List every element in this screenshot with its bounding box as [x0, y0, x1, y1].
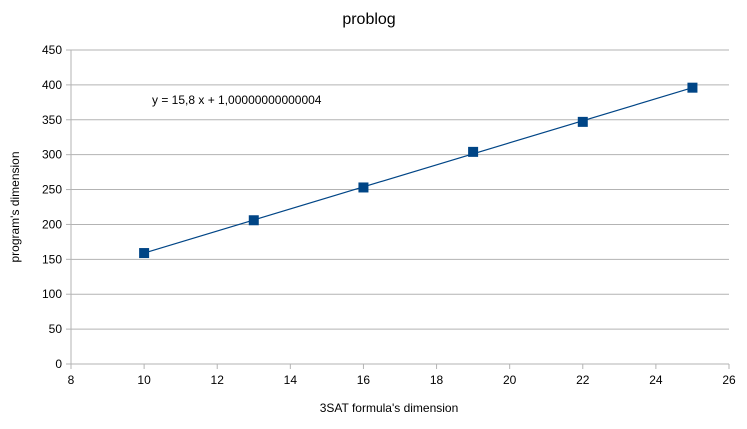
data-point-marker	[687, 82, 698, 93]
data-point-marker	[468, 146, 479, 157]
y-tick-label: 350	[42, 113, 62, 127]
grid-lines	[71, 49, 729, 365]
y-tick-label: 200	[42, 217, 62, 231]
y-tick-label: 450	[42, 43, 62, 57]
y-tick-label: 150	[42, 252, 62, 266]
y-tick-label: 250	[42, 183, 62, 197]
axes	[66, 49, 730, 369]
x-tick-label: 12	[211, 373, 225, 387]
trendline	[143, 87, 693, 254]
x-tick-label: 16	[357, 373, 371, 387]
x-tick-label: 10	[137, 373, 151, 387]
data-point-marker	[248, 215, 259, 226]
trendline-line	[143, 87, 693, 254]
y-axis-title: program's dimension	[8, 151, 22, 262]
x-tick-label: 14	[284, 373, 298, 387]
trendline-equation: y = 15,8 x + 1,00000000000004	[152, 93, 322, 107]
x-axis-title: 3SAT formula's dimension	[320, 401, 459, 415]
chart-title: problog	[342, 11, 395, 28]
x-tick-label: 8	[68, 373, 75, 387]
x-tick-label: 22	[576, 373, 590, 387]
y-tick-label: 50	[49, 322, 63, 336]
y-tick-label: 100	[42, 287, 62, 301]
data-points	[139, 82, 698, 259]
x-tick-label: 24	[649, 373, 663, 387]
y-tick-label: 300	[42, 148, 62, 162]
data-point-marker	[358, 182, 369, 193]
y-tick-label: 0	[55, 357, 62, 371]
y-tick-label: 400	[42, 78, 62, 92]
x-tick-label: 26	[722, 373, 736, 387]
tick-labels: 0 50 100 150 200 250 300 350 400 450 8 10 12 14 16 18 20…	[42, 43, 736, 387]
x-tick-label: 20	[503, 373, 517, 387]
x-tick-label: 18	[430, 373, 444, 387]
data-point-marker	[577, 116, 588, 127]
data-point-marker	[139, 248, 150, 259]
